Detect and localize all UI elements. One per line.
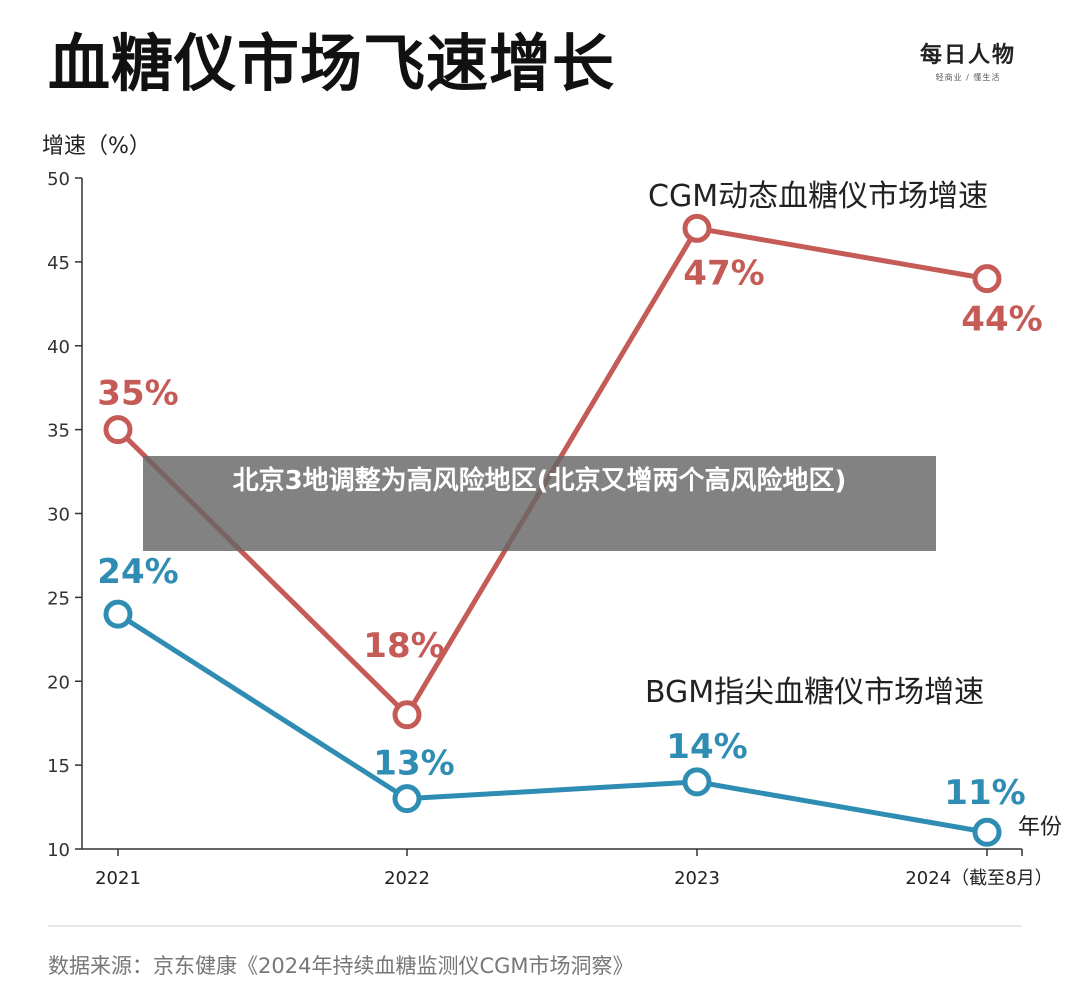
series-line-bgm [115,611,990,835]
data-point [682,767,712,797]
series-name-label: CGM动态血糖仪市场增速 [648,179,988,214]
brand-logo-text: 每日人物 [919,43,1016,68]
y-tick-label: 50 [47,169,70,190]
data-label: 13% [373,744,454,784]
x-axis-label: 年份 [1018,815,1062,840]
y-tick-label: 25 [47,588,70,609]
data-label: 44% [961,300,1042,340]
y-tick-label: 15 [47,756,70,777]
data-label: 47% [683,253,764,293]
y-tick-label: 20 [47,672,70,693]
data-point [972,264,1002,294]
brand-tagline: 轻商业 / 懂生活 [935,73,1001,83]
y-axis-label: 增速（%） [42,134,151,159]
x-tick-label: 2024（截至8月） [905,868,1052,889]
data-point [392,784,422,814]
data-label: 35% [97,374,178,414]
data-label: 11% [944,773,1025,813]
brand-logo: 每日人物 轻商业 / 懂生活 [912,43,1024,83]
series-name-label: BGM指尖血糖仪市场增速 [645,675,984,710]
data-label: 24% [97,552,178,592]
chart-title: 血糖仪市场飞速增长 [48,27,616,100]
data-point [103,599,133,629]
y-tick-label: 10 [47,840,70,861]
x-tick-label: 2021 [95,868,141,889]
x-tick-label: 2022 [384,868,430,889]
data-source-note: 数据来源：京东健康《2024年持续血糖监测仪CGM市场洞察》 [48,954,634,978]
y-tick-label: 40 [47,337,70,358]
data-point [972,817,1002,847]
data-point [682,213,712,243]
y-tick-label: 35 [47,421,70,442]
data-label: 14% [666,727,747,767]
data-label: 18% [363,626,444,666]
data-point [392,700,422,730]
y-tick-label: 30 [47,505,70,526]
x-tick-label: 2023 [674,868,720,889]
y-tick-label: 45 [47,253,70,274]
data-point [103,415,133,445]
news-overlay-banner: 北京3地调整为高风险地区(北京又增两个高风险地区) [143,456,936,551]
